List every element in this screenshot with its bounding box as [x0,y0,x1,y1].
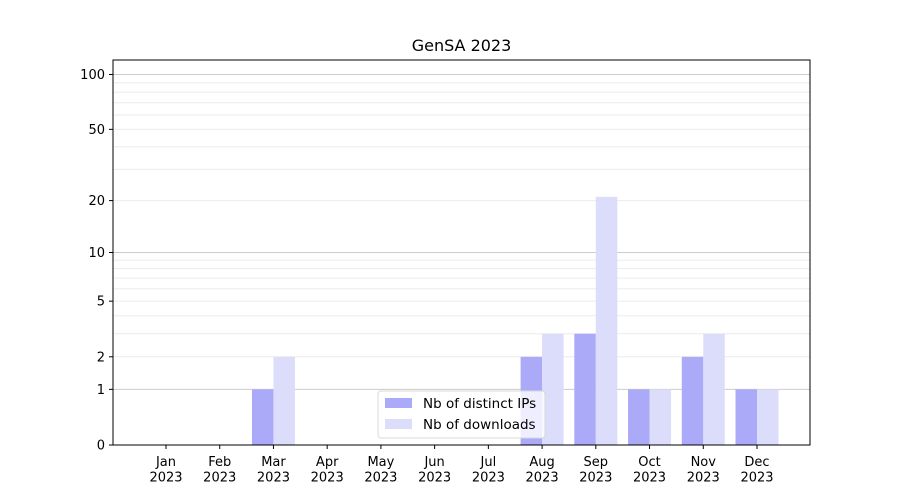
legend-swatch [385,398,412,408]
y-tick-label: 5 [97,295,105,310]
bar-distinct-ips-8 [574,333,596,445]
y-tick-label: 2 [97,350,105,365]
x-tick-label: May 2023 [364,455,397,486]
bar-downloads-8 [595,196,618,445]
grid-lines [113,74,810,390]
bar-distinct-ips-11 [735,389,757,445]
x-tick-label: Jan 2023 [149,455,182,486]
x-tick-label: Jun 2023 [418,455,451,486]
y-tick-label: 50 [88,123,105,138]
bar-downloads-11 [757,389,779,445]
x-tick-label: Jul 2023 [472,455,505,486]
y-tick-label: 100 [80,68,105,83]
bar-downloads-2 [273,356,295,445]
bar-downloads-10 [703,333,725,445]
x-tick-label: Dec 2023 [740,455,773,486]
bar-downloads-7 [542,333,564,445]
legend: Nb of distinct IPs Nb of downloads [377,390,546,439]
bar-distinct-ips-9 [628,389,650,445]
y-tick-label: 1 [97,383,105,398]
x-tick-label: Apr 2023 [311,455,344,486]
bar-distinct-ips-2 [251,389,274,445]
legend-label: Nb of distinct IPs [423,396,536,412]
bar-distinct-ips-10 [681,356,704,445]
y-tick-label: 0 [97,439,105,454]
y-tick-label: 10 [88,246,105,261]
y-axis-ticks: 0 1 2 5 10 20 50 100 [80,68,113,454]
x-tick-label: Oct 2023 [633,455,666,486]
x-axis-ticks: Jan 2023 Feb 2023 Mar 2023 Apr 2023 May 2023 Jun 20… [149,445,774,486]
legend-box [377,390,546,439]
y-tick-label: 20 [88,194,105,209]
legend-swatch [385,419,412,429]
x-tick-label: Sep 2023 [579,455,612,486]
x-tick-label: Feb 2023 [203,455,236,486]
chart-title: GenSA 2023 [412,36,512,55]
x-tick-label: Nov 2023 [687,455,720,486]
bar-downloads-9 [649,389,672,445]
x-tick-label: Mar 2023 [257,455,290,486]
legend-label: Nb of downloads [423,417,536,433]
x-tick-label: Aug 2023 [526,455,559,486]
